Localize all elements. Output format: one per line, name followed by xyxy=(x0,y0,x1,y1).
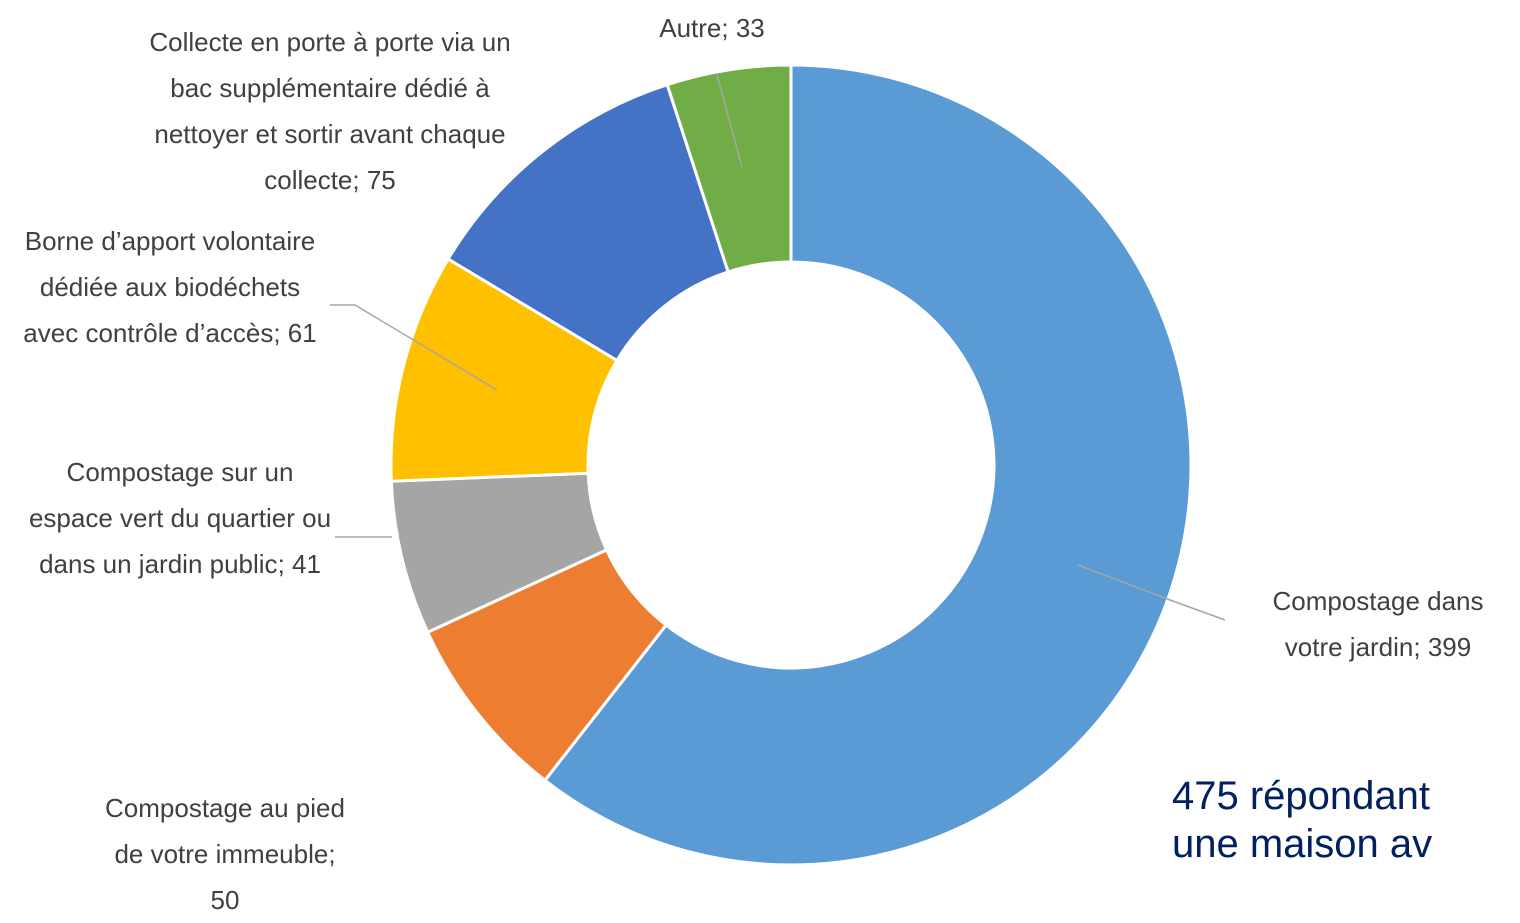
label-separator: ; xyxy=(352,165,367,195)
data-label: Autre; 33 xyxy=(612,5,812,51)
label-value: 41 xyxy=(292,549,321,579)
label-value: 399 xyxy=(1427,632,1472,662)
label-category: Autre xyxy=(659,13,722,43)
label-separator: ; xyxy=(328,839,343,869)
donut-segment xyxy=(446,82,731,363)
label-value: 61 xyxy=(287,318,317,348)
donut-segment xyxy=(665,63,793,274)
annotation-line: une maison av xyxy=(1172,822,1433,866)
leader-lines xyxy=(330,74,1226,621)
leader-line xyxy=(330,304,498,391)
label-value: 33 xyxy=(735,13,765,43)
leader-line xyxy=(716,74,743,168)
label-separator: ; xyxy=(277,549,293,579)
label-value: 50 xyxy=(210,885,240,915)
label-category: Collecte en porte à porte via un bac sup… xyxy=(149,27,511,195)
label-separator: ; xyxy=(1413,632,1428,662)
label-separator: ; xyxy=(721,13,736,43)
donut-segment xyxy=(542,63,1193,867)
data-label: Borne d’apport volontaire dédiée aux bio… xyxy=(10,218,330,356)
label-separator: ; xyxy=(273,318,288,348)
annotation-line: 475 répondant xyxy=(1172,774,1431,818)
data-label: Compostage sur un espace vert du quartie… xyxy=(25,449,335,587)
label-category: Compostage dans votre jardin xyxy=(1272,586,1484,662)
data-label: Compostage au pied de votre immeuble; 50 xyxy=(100,785,350,923)
leader-line xyxy=(1077,564,1226,621)
label-category: Compostage au pied de votre immeuble xyxy=(105,793,345,869)
data-label: Compostage dans votre jardin; 399 xyxy=(1243,578,1513,670)
label-value: 75 xyxy=(366,165,396,195)
annotation: 475 répondant une maison av xyxy=(1172,772,1432,868)
label-category: Borne d’apport volontaire dédiée aux bio… xyxy=(23,226,316,348)
label-category: Compostage sur un espace vert du quartie… xyxy=(28,457,332,579)
data-label: Collecte en porte à porte via un bac sup… xyxy=(125,19,535,203)
